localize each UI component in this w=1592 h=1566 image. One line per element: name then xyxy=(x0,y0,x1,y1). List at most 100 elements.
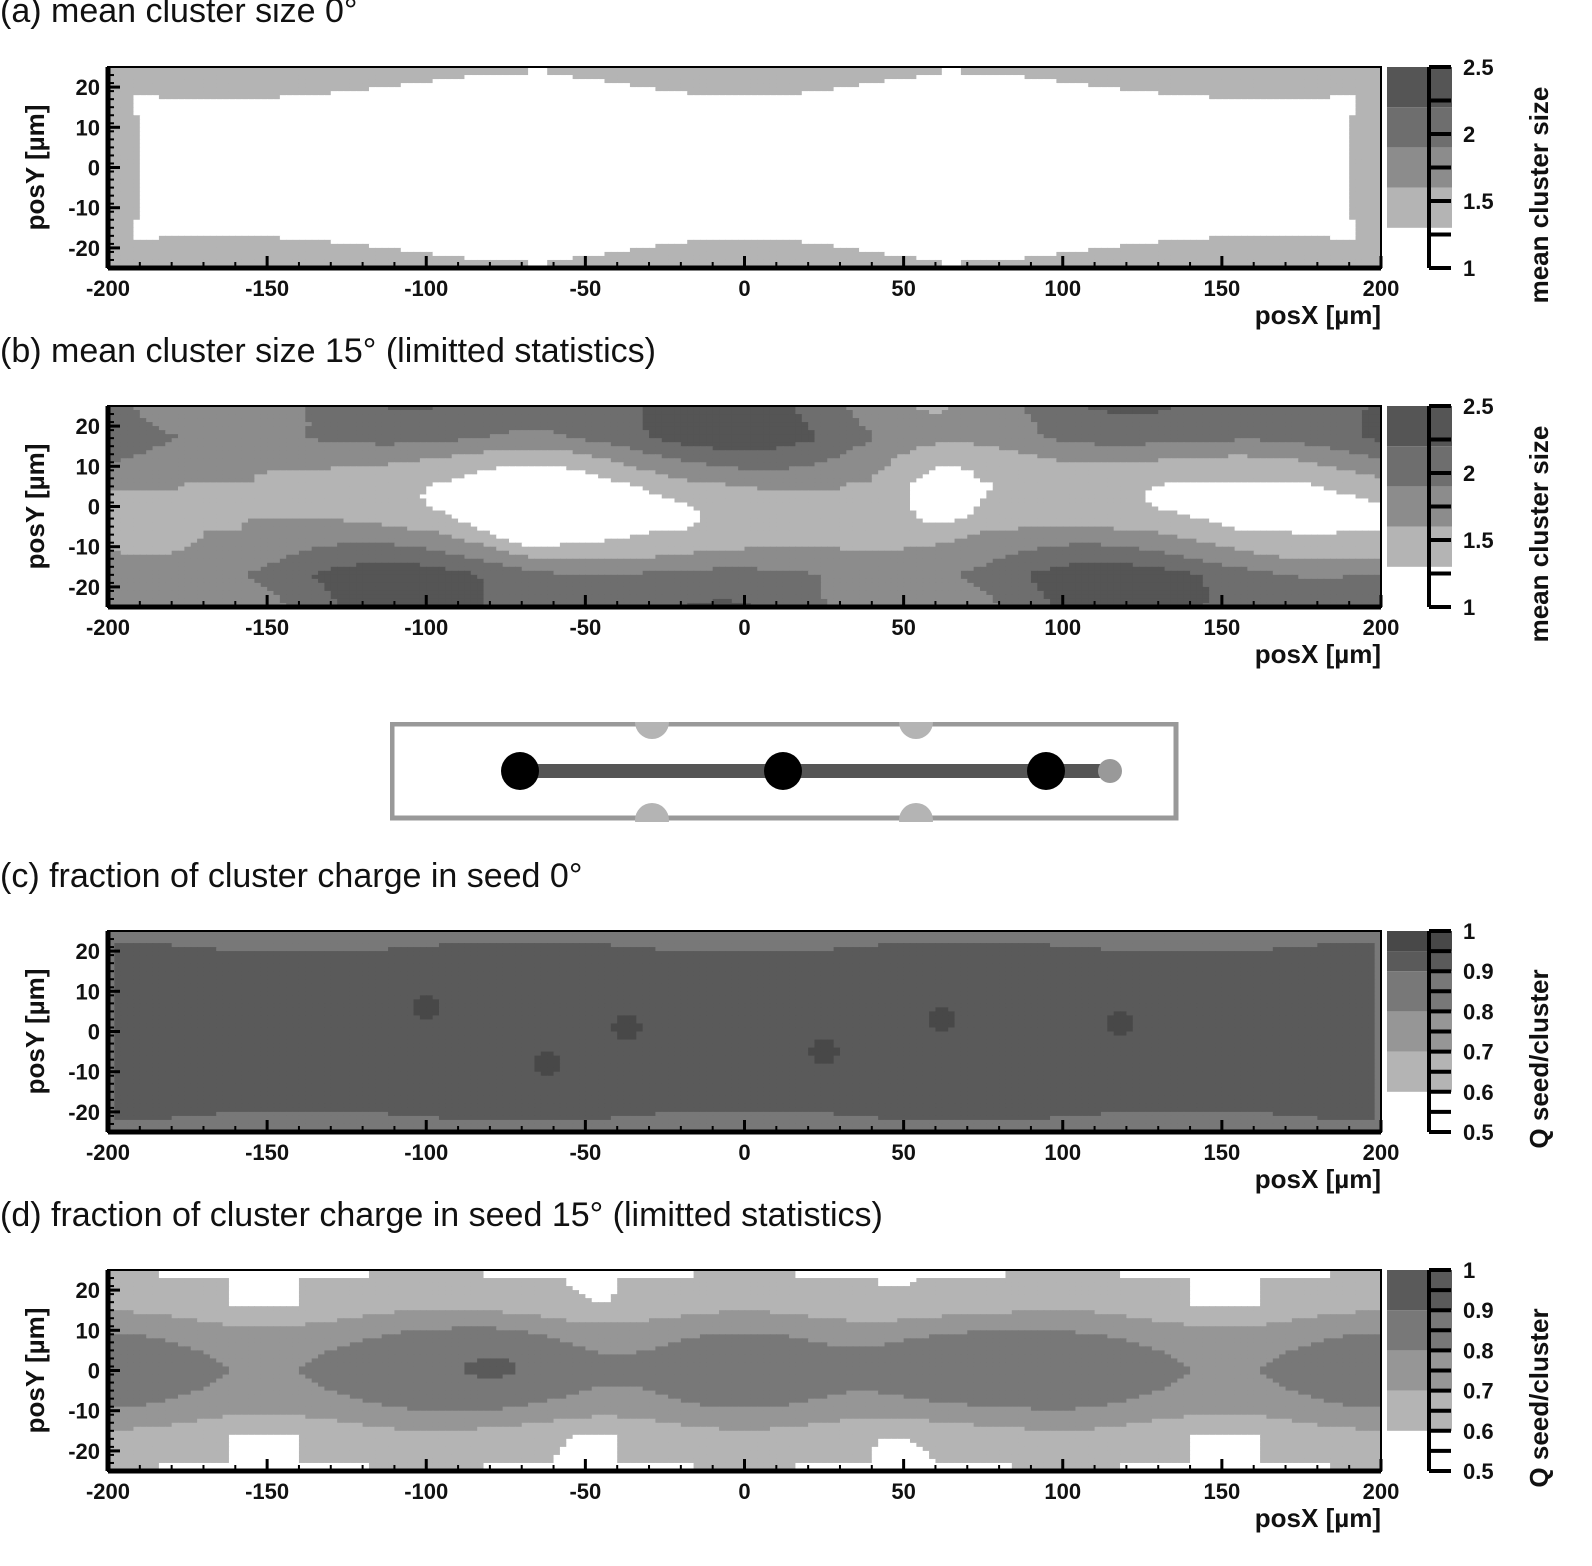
heatmap-cell xyxy=(1368,111,1376,116)
heatmap-cell xyxy=(330,87,338,92)
heatmap-cell xyxy=(152,103,160,108)
heatmap-cell xyxy=(534,147,542,153)
heatmap-cell xyxy=(1024,151,1032,157)
heatmap-cell xyxy=(706,127,714,132)
heatmap-cell xyxy=(502,163,510,169)
heatmap-cell xyxy=(719,115,726,120)
heatmap-cell xyxy=(1151,83,1159,88)
heatmap-cell xyxy=(1228,147,1236,153)
heatmap-cell xyxy=(1279,135,1287,140)
heatmap-cell xyxy=(693,83,701,88)
heatmap-cell xyxy=(1285,87,1293,92)
heatmap-cell xyxy=(1272,119,1280,124)
heatmap-cell xyxy=(572,131,580,136)
heatmap-cell xyxy=(216,115,224,120)
heatmap-cell xyxy=(216,155,224,161)
heatmap-cell xyxy=(343,67,351,72)
heatmap-cell xyxy=(852,163,860,169)
heatmap-cell xyxy=(413,119,421,124)
heatmap-cell xyxy=(228,159,236,165)
heatmap-cell xyxy=(318,75,326,80)
heatmap-cell xyxy=(763,143,771,148)
heatmap-cell xyxy=(655,127,663,132)
heatmap-cell xyxy=(846,103,854,108)
heatmap-cell xyxy=(1164,147,1172,153)
heatmap-cell xyxy=(534,127,542,132)
heatmap-cell xyxy=(1234,111,1242,116)
heatmap-cell xyxy=(438,95,446,100)
heatmap-cell xyxy=(916,79,924,84)
heatmap-cell xyxy=(808,143,816,148)
heatmap-cell xyxy=(954,131,962,136)
heatmap-cell xyxy=(1209,135,1217,140)
heatmap-cell xyxy=(680,143,688,148)
heatmap-cell xyxy=(413,99,421,104)
heatmap-cell xyxy=(757,127,765,132)
heatmap-cell xyxy=(1368,71,1376,76)
heatmap-cell xyxy=(916,115,924,120)
heatmap-cell xyxy=(604,91,612,96)
heatmap-cell xyxy=(337,127,345,132)
heatmap-cell xyxy=(948,91,956,96)
heatmap-cell xyxy=(438,119,446,124)
heatmap-cell xyxy=(445,75,453,80)
heatmap-cell xyxy=(222,127,230,132)
heatmap-cell xyxy=(1215,163,1223,169)
heatmap-cell xyxy=(1081,119,1089,124)
heatmap-cell xyxy=(343,155,351,161)
heatmap-cell xyxy=(273,107,281,112)
heatmap-cell xyxy=(248,67,255,72)
heatmap-cell xyxy=(769,163,777,169)
heatmap-cell xyxy=(413,115,421,120)
heatmap-cell xyxy=(954,127,962,132)
heatmap-cell xyxy=(999,71,1007,76)
heatmap-cell xyxy=(1062,87,1070,92)
heatmap-cell xyxy=(502,151,510,157)
heatmap-cell xyxy=(451,83,459,88)
heatmap-cell xyxy=(394,159,402,165)
heatmap-cell xyxy=(852,67,860,72)
heatmap-cell xyxy=(477,119,485,124)
heatmap-cell xyxy=(1260,159,1268,165)
heatmap-cell xyxy=(986,67,994,72)
heatmap-cell xyxy=(1050,139,1057,144)
heatmap-cell xyxy=(623,87,631,92)
heatmap-cell xyxy=(362,83,370,88)
heatmap-cell xyxy=(458,107,466,112)
heatmap-cell xyxy=(1164,67,1172,72)
heatmap-cell xyxy=(674,159,682,165)
heatmap-cell xyxy=(693,123,701,128)
heatmap-cell xyxy=(120,83,128,88)
heatmap-cell xyxy=(1018,155,1026,161)
heatmap-cell xyxy=(839,83,847,88)
heatmap-cell xyxy=(719,131,726,136)
heatmap-cell xyxy=(1164,75,1172,80)
heatmap-cell xyxy=(1050,131,1057,136)
heatmap-cell xyxy=(171,103,179,108)
heatmap-cell xyxy=(273,71,281,76)
heatmap-cell xyxy=(381,91,389,96)
heatmap-cell xyxy=(642,111,650,116)
heatmap-cell xyxy=(318,155,326,161)
heatmap-cell xyxy=(725,99,733,104)
heatmap-cell xyxy=(967,155,975,161)
heatmap-cell xyxy=(413,131,421,136)
heatmap-cell xyxy=(337,79,345,84)
heatmap-cell xyxy=(1151,99,1159,104)
heatmap-cell xyxy=(617,79,625,84)
heatmap-cell xyxy=(451,143,459,148)
heatmap-cell xyxy=(279,103,287,108)
heatmap-cell xyxy=(1291,83,1299,88)
heatmap-cell xyxy=(636,107,644,112)
heatmap-cell xyxy=(254,115,262,120)
heatmap-cell xyxy=(827,115,835,120)
heatmap-cell xyxy=(362,107,370,112)
heatmap-cell xyxy=(801,147,809,153)
heatmap-cell xyxy=(1164,139,1172,144)
heatmap-cell xyxy=(566,143,574,148)
heatmap-cell xyxy=(598,127,606,132)
heatmap-cell xyxy=(598,135,606,140)
heatmap-cell xyxy=(776,127,784,132)
heatmap-cell xyxy=(744,115,752,120)
heatmap-cell xyxy=(1349,127,1357,132)
